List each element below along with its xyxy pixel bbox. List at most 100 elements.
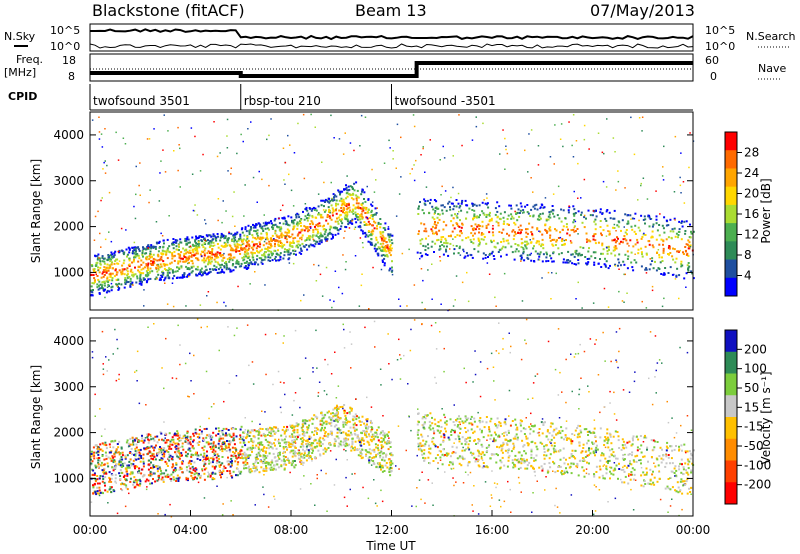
range-cell	[207, 255, 210, 258]
range-cell	[241, 249, 244, 251]
range-cell	[247, 239, 250, 242]
range-cell	[289, 242, 292, 245]
range-cell	[148, 246, 151, 249]
range-cell	[553, 163, 555, 165]
range-cell	[643, 232, 645, 235]
range-cell	[235, 448, 238, 451]
range-cell	[266, 427, 269, 430]
range-cell	[586, 240, 589, 243]
range-cell	[250, 251, 253, 254]
range-cell	[286, 231, 289, 234]
range-cell	[206, 458, 209, 460]
range-cell	[246, 448, 249, 451]
range-cell	[244, 228, 247, 231]
range-cell	[640, 237, 643, 240]
range-cell	[175, 445, 178, 448]
range-cell	[353, 189, 356, 192]
range-cell	[562, 258, 565, 261]
range-cell	[274, 217, 277, 220]
range-cell	[371, 457, 374, 459]
range-cell	[103, 269, 106, 272]
range-cell	[135, 165, 137, 168]
range-cell	[353, 415, 356, 418]
range-cell	[179, 147, 181, 150]
range-cell	[155, 267, 157, 270]
range-cell	[439, 245, 441, 248]
range-cell	[123, 474, 126, 477]
range-cell	[274, 426, 277, 429]
range-cell	[95, 273, 97, 276]
range-cell	[352, 204, 355, 207]
range-cell	[350, 445, 353, 448]
range-cell	[383, 459, 386, 462]
range-cell	[235, 435, 238, 438]
range-cell	[215, 266, 218, 269]
range-cell	[235, 246, 238, 249]
range-cell	[186, 442, 189, 445]
range-cell	[193, 210, 196, 212]
range-cell	[618, 253, 621, 256]
range-cell	[347, 185, 350, 188]
range-cell	[669, 252, 672, 254]
range-cell	[110, 263, 113, 266]
range-cell	[389, 267, 392, 270]
range-cell	[176, 270, 179, 273]
range-cell	[194, 476, 197, 479]
range-cell	[324, 432, 327, 435]
range-cell	[470, 232, 473, 235]
range-cell	[349, 412, 351, 415]
range-cell	[381, 466, 384, 469]
range-cell	[124, 143, 127, 145]
range-cell	[137, 479, 139, 482]
range-cell	[372, 213, 375, 216]
range-cell	[225, 427, 228, 430]
range-cell	[142, 278, 145, 281]
range-cell	[180, 265, 183, 268]
range-cell	[364, 232, 367, 235]
range-cell	[320, 241, 323, 244]
range-cell	[526, 228, 529, 231]
range-cell	[182, 257, 184, 260]
range-cell	[111, 261, 113, 264]
range-cell	[539, 251, 542, 254]
range-cell	[245, 261, 248, 264]
range-cell	[583, 214, 586, 217]
range-cell	[251, 251, 254, 254]
range-cell	[253, 261, 256, 264]
range-cell	[255, 430, 258, 433]
range-cell	[256, 454, 259, 457]
range-cell	[334, 270, 337, 272]
range-cell	[334, 220, 337, 223]
range-cell	[168, 456, 171, 458]
range-cell	[370, 211, 373, 214]
range-cell	[381, 248, 384, 251]
range-cell	[322, 228, 325, 231]
range-cell	[445, 239, 448, 242]
range-cell	[104, 238, 107, 241]
range-cell	[131, 443, 134, 446]
range-cell	[214, 446, 217, 449]
range-cell	[213, 244, 216, 247]
range-cell	[438, 229, 441, 232]
range-cell	[203, 445, 206, 448]
range-cell	[376, 436, 379, 439]
range-cell	[373, 227, 376, 230]
range-cell	[268, 184, 270, 187]
range-cell	[278, 259, 280, 262]
range-cell	[256, 254, 259, 257]
range-cell	[113, 252, 116, 255]
range-cell	[94, 464, 97, 467]
range-cell	[505, 239, 508, 242]
range-cell	[416, 251, 419, 254]
range-cell	[178, 468, 181, 471]
range-cell	[606, 246, 608, 249]
range-cell	[282, 204, 284, 207]
range-cell	[457, 225, 460, 227]
range-cell	[172, 469, 175, 472]
range-cell	[177, 450, 180, 452]
range-cell	[98, 482, 101, 485]
range-cell	[166, 303, 169, 305]
range-cell	[364, 212, 367, 214]
range-cell	[291, 444, 294, 447]
range-cell	[280, 236, 283, 239]
